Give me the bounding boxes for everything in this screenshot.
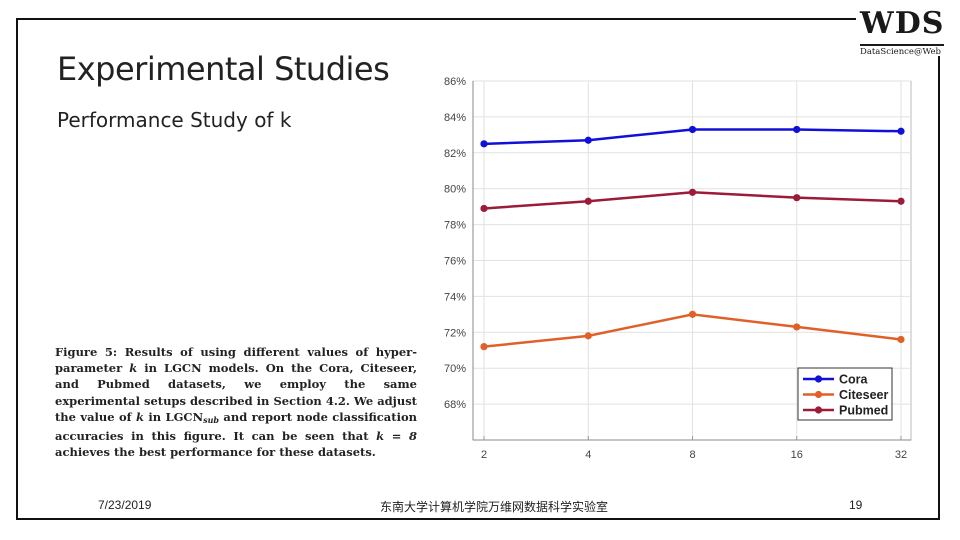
y-tick-label: 84% (444, 112, 466, 124)
footer-page-number: 19 (849, 498, 863, 512)
caption-part-1: Results of using different values of hyp… (55, 345, 417, 376)
caption-part-5: achieves the best performance for these … (55, 445, 376, 460)
x-tick-label: 4 (585, 449, 591, 461)
series-point-citeseer (688, 310, 697, 318)
series-point-pubmed (584, 197, 592, 205)
series-point-pubmed (688, 188, 697, 196)
series-point-pubmed (793, 194, 801, 202)
legend-swatch-point (814, 406, 823, 414)
slide-title: Experimental Studies (57, 50, 390, 88)
series-point-pubmed (897, 197, 905, 205)
logo-rule (860, 44, 944, 46)
caption-k-1: k (129, 361, 138, 376)
x-tick-label: 2 (481, 449, 487, 461)
slide-subtitle: Performance Study of k (57, 108, 292, 132)
caption-k-3: k = 8 (376, 429, 417, 444)
series-point-cora (584, 136, 592, 144)
figure-caption: Figure 5: Results of using different val… (55, 344, 417, 460)
footer-center-text: 东南大学计算机学院万维网数据科学实验室 (380, 500, 609, 514)
caption-k-2: k (136, 409, 144, 424)
y-tick-label: 68% (444, 399, 466, 411)
caption-subscript: sub (203, 414, 219, 425)
series-point-pubmed (480, 204, 488, 213)
footer-date: 7/23/2019 (98, 498, 152, 512)
series-point-cora (480, 140, 488, 148)
caption-part-3: in LGCN (148, 409, 204, 424)
y-tick-label: 86% (444, 76, 466, 88)
logo-sub-text: DataScience@Web (860, 47, 941, 57)
wds-logo: WDS DataScience@Web (856, 6, 948, 57)
series-point-citeseer (584, 332, 592, 340)
legend-swatch-point (814, 375, 823, 383)
legend-label-pubmed: Pubmed (839, 404, 888, 418)
y-tick-label: 76% (444, 256, 466, 268)
x-tick-label: 16 (791, 449, 803, 461)
x-tick-label: 32 (895, 449, 907, 461)
caption-label: Figure 5: (55, 345, 118, 359)
series-point-citeseer (897, 335, 905, 344)
y-tick-label: 72% (444, 327, 466, 339)
x-tick-label: 8 (689, 449, 695, 461)
legend-label-citeseer: Citeseer (839, 388, 888, 402)
legend-swatch-point (814, 390, 823, 399)
logo-main-text: WDS (860, 6, 945, 41)
caption-part-4: and report node classification accuracie… (55, 409, 417, 444)
y-tick-label: 80% (444, 184, 466, 196)
y-tick-label: 82% (444, 148, 466, 160)
series-point-cora (897, 127, 905, 135)
series-point-cora (793, 125, 801, 134)
legend-label-cora: Cora (839, 373, 869, 387)
caption-part-2: in LGCN models. On the Cora, Citeseer, a… (55, 361, 417, 424)
y-tick-label: 78% (444, 220, 466, 232)
series-point-citeseer (793, 323, 801, 331)
y-tick-label: 70% (444, 363, 466, 375)
series-point-citeseer (480, 343, 488, 351)
line-chart: 68% 70% 72% 74% 76% 78% 80% 82% 84% 86% 2 4 8 16 32 Cor… (444, 76, 912, 461)
series-point-cora (688, 125, 697, 134)
slide-frame (16, 18, 940, 520)
y-tick-label: 74% (444, 291, 466, 303)
